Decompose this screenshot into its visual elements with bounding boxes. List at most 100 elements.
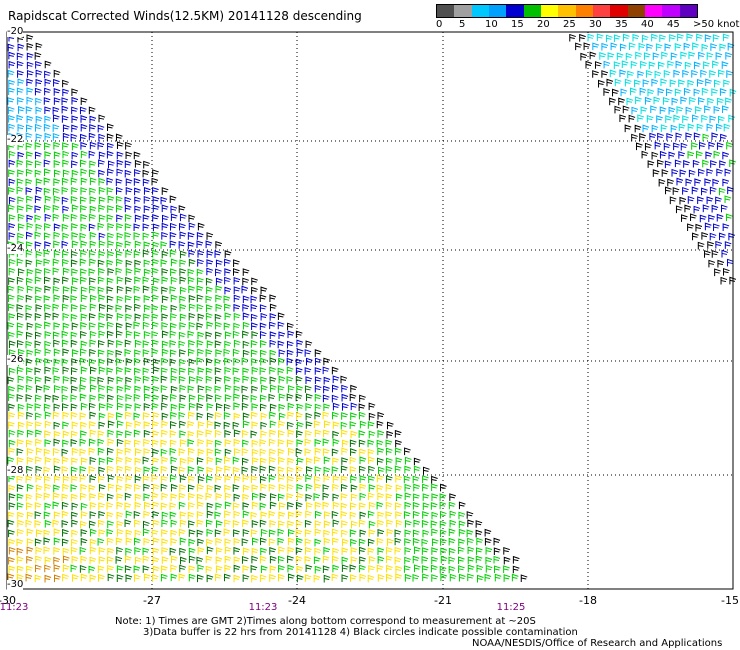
- wind-barb: [458, 528, 466, 537]
- wind-barb: [88, 358, 96, 367]
- wind-barb: [44, 60, 52, 69]
- wind-barb: [277, 340, 285, 349]
- wind-barb: [683, 160, 690, 168]
- wind-barb: [134, 205, 142, 214]
- wind-barb: [580, 52, 588, 61]
- wind-barb: [196, 375, 204, 384]
- wind-barb: [53, 537, 61, 546]
- wind-barb: [206, 340, 214, 348]
- wind-barb: [661, 169, 669, 177]
- wind-barb: [134, 475, 142, 484]
- wind-barb: [98, 529, 106, 537]
- wind-barb: [269, 339, 277, 348]
- wind-barb: [259, 331, 267, 339]
- wind-barb: [458, 501, 466, 510]
- wind-barb: [724, 195, 732, 204]
- wind-barb: [205, 358, 213, 366]
- wind-barb: [124, 502, 132, 510]
- wind-barb: [385, 447, 393, 456]
- wind-barb: [116, 456, 123, 465]
- wind-barb: [44, 267, 51, 276]
- wind-barb: [134, 483, 141, 492]
- wind-barb: [97, 349, 105, 358]
- wind-barb: [161, 322, 169, 330]
- wind-barb: [116, 402, 124, 411]
- wind-barb: [667, 60, 675, 69]
- wind-barb: [394, 429, 402, 438]
- wind-barb: [305, 474, 312, 483]
- wind-barb: [107, 465, 114, 474]
- wind-barb: [62, 258, 69, 267]
- wind-barb: [295, 501, 303, 510]
- wind-barb: [215, 556, 223, 565]
- wind-barb: [296, 492, 304, 501]
- wind-barb: [710, 43, 718, 51]
- wind-barb: [97, 447, 105, 456]
- wind-barb: [161, 313, 169, 322]
- wind-barb: [25, 106, 33, 114]
- wind-barb: [106, 511, 114, 520]
- wind-barb: [493, 555, 501, 564]
- wind-barb: [43, 187, 51, 196]
- wind-barb: [43, 492, 51, 501]
- wind-barb: [421, 519, 429, 528]
- wind-barb: [413, 519, 421, 528]
- colorbar-tick-label: 5: [459, 19, 466, 30]
- wind-barb: [179, 222, 186, 231]
- wind-barb: [287, 555, 294, 564]
- wind-barb: [421, 547, 429, 555]
- wind-barb: [706, 168, 714, 177]
- wind-barb: [178, 375, 186, 384]
- wind-barb: [404, 456, 412, 465]
- wind-barb: [250, 511, 258, 520]
- wind-barb: [718, 187, 726, 196]
- wind-barb: [233, 276, 241, 285]
- wind-barb: [196, 268, 204, 277]
- wind-barb: [607, 52, 615, 60]
- wind-barb: [44, 394, 52, 403]
- wind-barb: [52, 303, 60, 312]
- wind-barb: [62, 294, 70, 303]
- wind-barb: [250, 475, 258, 483]
- wind-barb: [151, 529, 159, 537]
- wind-barb: [16, 52, 24, 61]
- wind-barb: [143, 295, 151, 303]
- wind-barb: [716, 213, 724, 222]
- wind-barb: [707, 97, 714, 106]
- wind-barb: [223, 421, 231, 430]
- wind-barb: [116, 258, 123, 267]
- wind-barb: [322, 366, 330, 375]
- wind-barb: [494, 573, 502, 582]
- wind-barb: [80, 348, 87, 357]
- wind-barb: [71, 277, 79, 285]
- wind-barb: [634, 79, 641, 88]
- wind-barb: [635, 96, 642, 105]
- wind-barb: [125, 393, 133, 402]
- wind-barb: [7, 376, 15, 385]
- wind-barb: [467, 564, 475, 573]
- wind-barb: [188, 367, 195, 376]
- wind-barb: [71, 385, 78, 394]
- wind-barb: [631, 106, 639, 115]
- wind-barb: [251, 358, 258, 366]
- wind-barb: [52, 213, 60, 222]
- wind-barb: [106, 286, 114, 294]
- wind-barb: [224, 375, 231, 384]
- wind-barb: [116, 448, 124, 457]
- wind-barb: [641, 34, 649, 43]
- wind-barb: [313, 420, 321, 429]
- wind-barb: [43, 529, 51, 538]
- colorbar-tick-label: 45: [667, 19, 680, 30]
- wind-barb: [413, 457, 421, 466]
- wind-barb: [678, 151, 686, 159]
- wind-barb: [17, 213, 25, 222]
- wind-barb: [404, 519, 412, 528]
- wind-barb: [197, 466, 205, 474]
- wind-barb: [215, 294, 222, 303]
- wind-barb: [712, 60, 719, 69]
- wind-barb: [80, 537, 88, 546]
- wind-barb: [640, 60, 647, 69]
- wind-barb: [71, 367, 78, 375]
- wind-barb: [673, 142, 680, 151]
